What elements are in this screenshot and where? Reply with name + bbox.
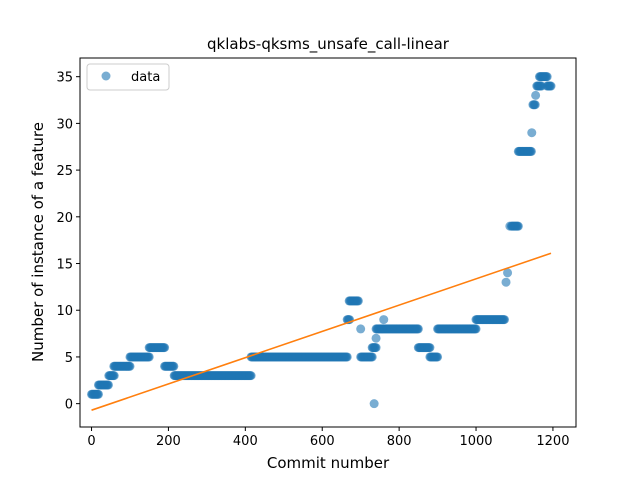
data-point [367,352,377,362]
x-tick-label: 800 [387,434,412,449]
data-point [413,324,423,334]
data-point [425,343,435,353]
legend: data [86,63,170,91]
data-point [379,315,389,325]
fit-line-layer [91,252,552,411]
data-point [356,324,366,334]
y-tick-label: 35 [56,71,73,86]
data-point [144,352,154,362]
data-point [433,352,443,362]
legend-marker-data [101,71,111,81]
y-tick-label: 15 [56,258,73,273]
x-axis-label: Commit number [267,454,390,472]
data-point [527,128,537,138]
y-tick-label: 5 [65,351,73,366]
data-point [503,268,513,278]
y-tick-label: 30 [56,117,73,132]
data-marks [87,72,556,409]
data-point [542,72,552,82]
y-axis-label: Number of instance of a feature [29,122,47,362]
data-point [471,324,481,334]
data-point [125,361,135,371]
data-point [546,81,556,91]
data-point [513,221,523,231]
data-point [530,100,540,110]
data-point [109,371,119,381]
legend-label-data: data [131,70,160,85]
x-tick-label: 400 [233,434,258,449]
chart-title: qklabs-qksms_unsafe_call-linear [207,35,450,54]
y-tick-label: 10 [56,304,73,319]
x-axis: 0 200 400 600 800 1000 1200 [87,427,569,449]
data-point [160,343,170,353]
data-point [246,371,256,381]
data-point [169,361,179,371]
data-point [499,315,509,325]
data-point [353,296,363,306]
x-tick-label: 600 [310,434,335,449]
data-point [526,146,536,156]
data-point [342,352,352,362]
x-tick-label: 0 [87,434,95,449]
y-tick-label: 0 [65,398,73,413]
axes-frame [79,57,577,428]
data-point [531,90,541,100]
data-point [369,399,379,409]
data-point [371,333,381,343]
data-point [93,389,103,399]
data-point [103,380,113,390]
y-axis: 0 5 10 15 20 25 30 35 [56,71,80,413]
x-tick-label: 1200 [536,434,569,449]
legend-box [86,63,170,91]
x-tick-label: 1000 [459,434,492,449]
data-point [505,221,515,231]
data-point [371,343,381,353]
data-point [501,277,511,287]
y-tick-label: 20 [56,211,73,226]
fit-line [91,252,552,411]
x-tick-label: 200 [156,434,181,449]
y-tick-label: 25 [56,164,73,179]
